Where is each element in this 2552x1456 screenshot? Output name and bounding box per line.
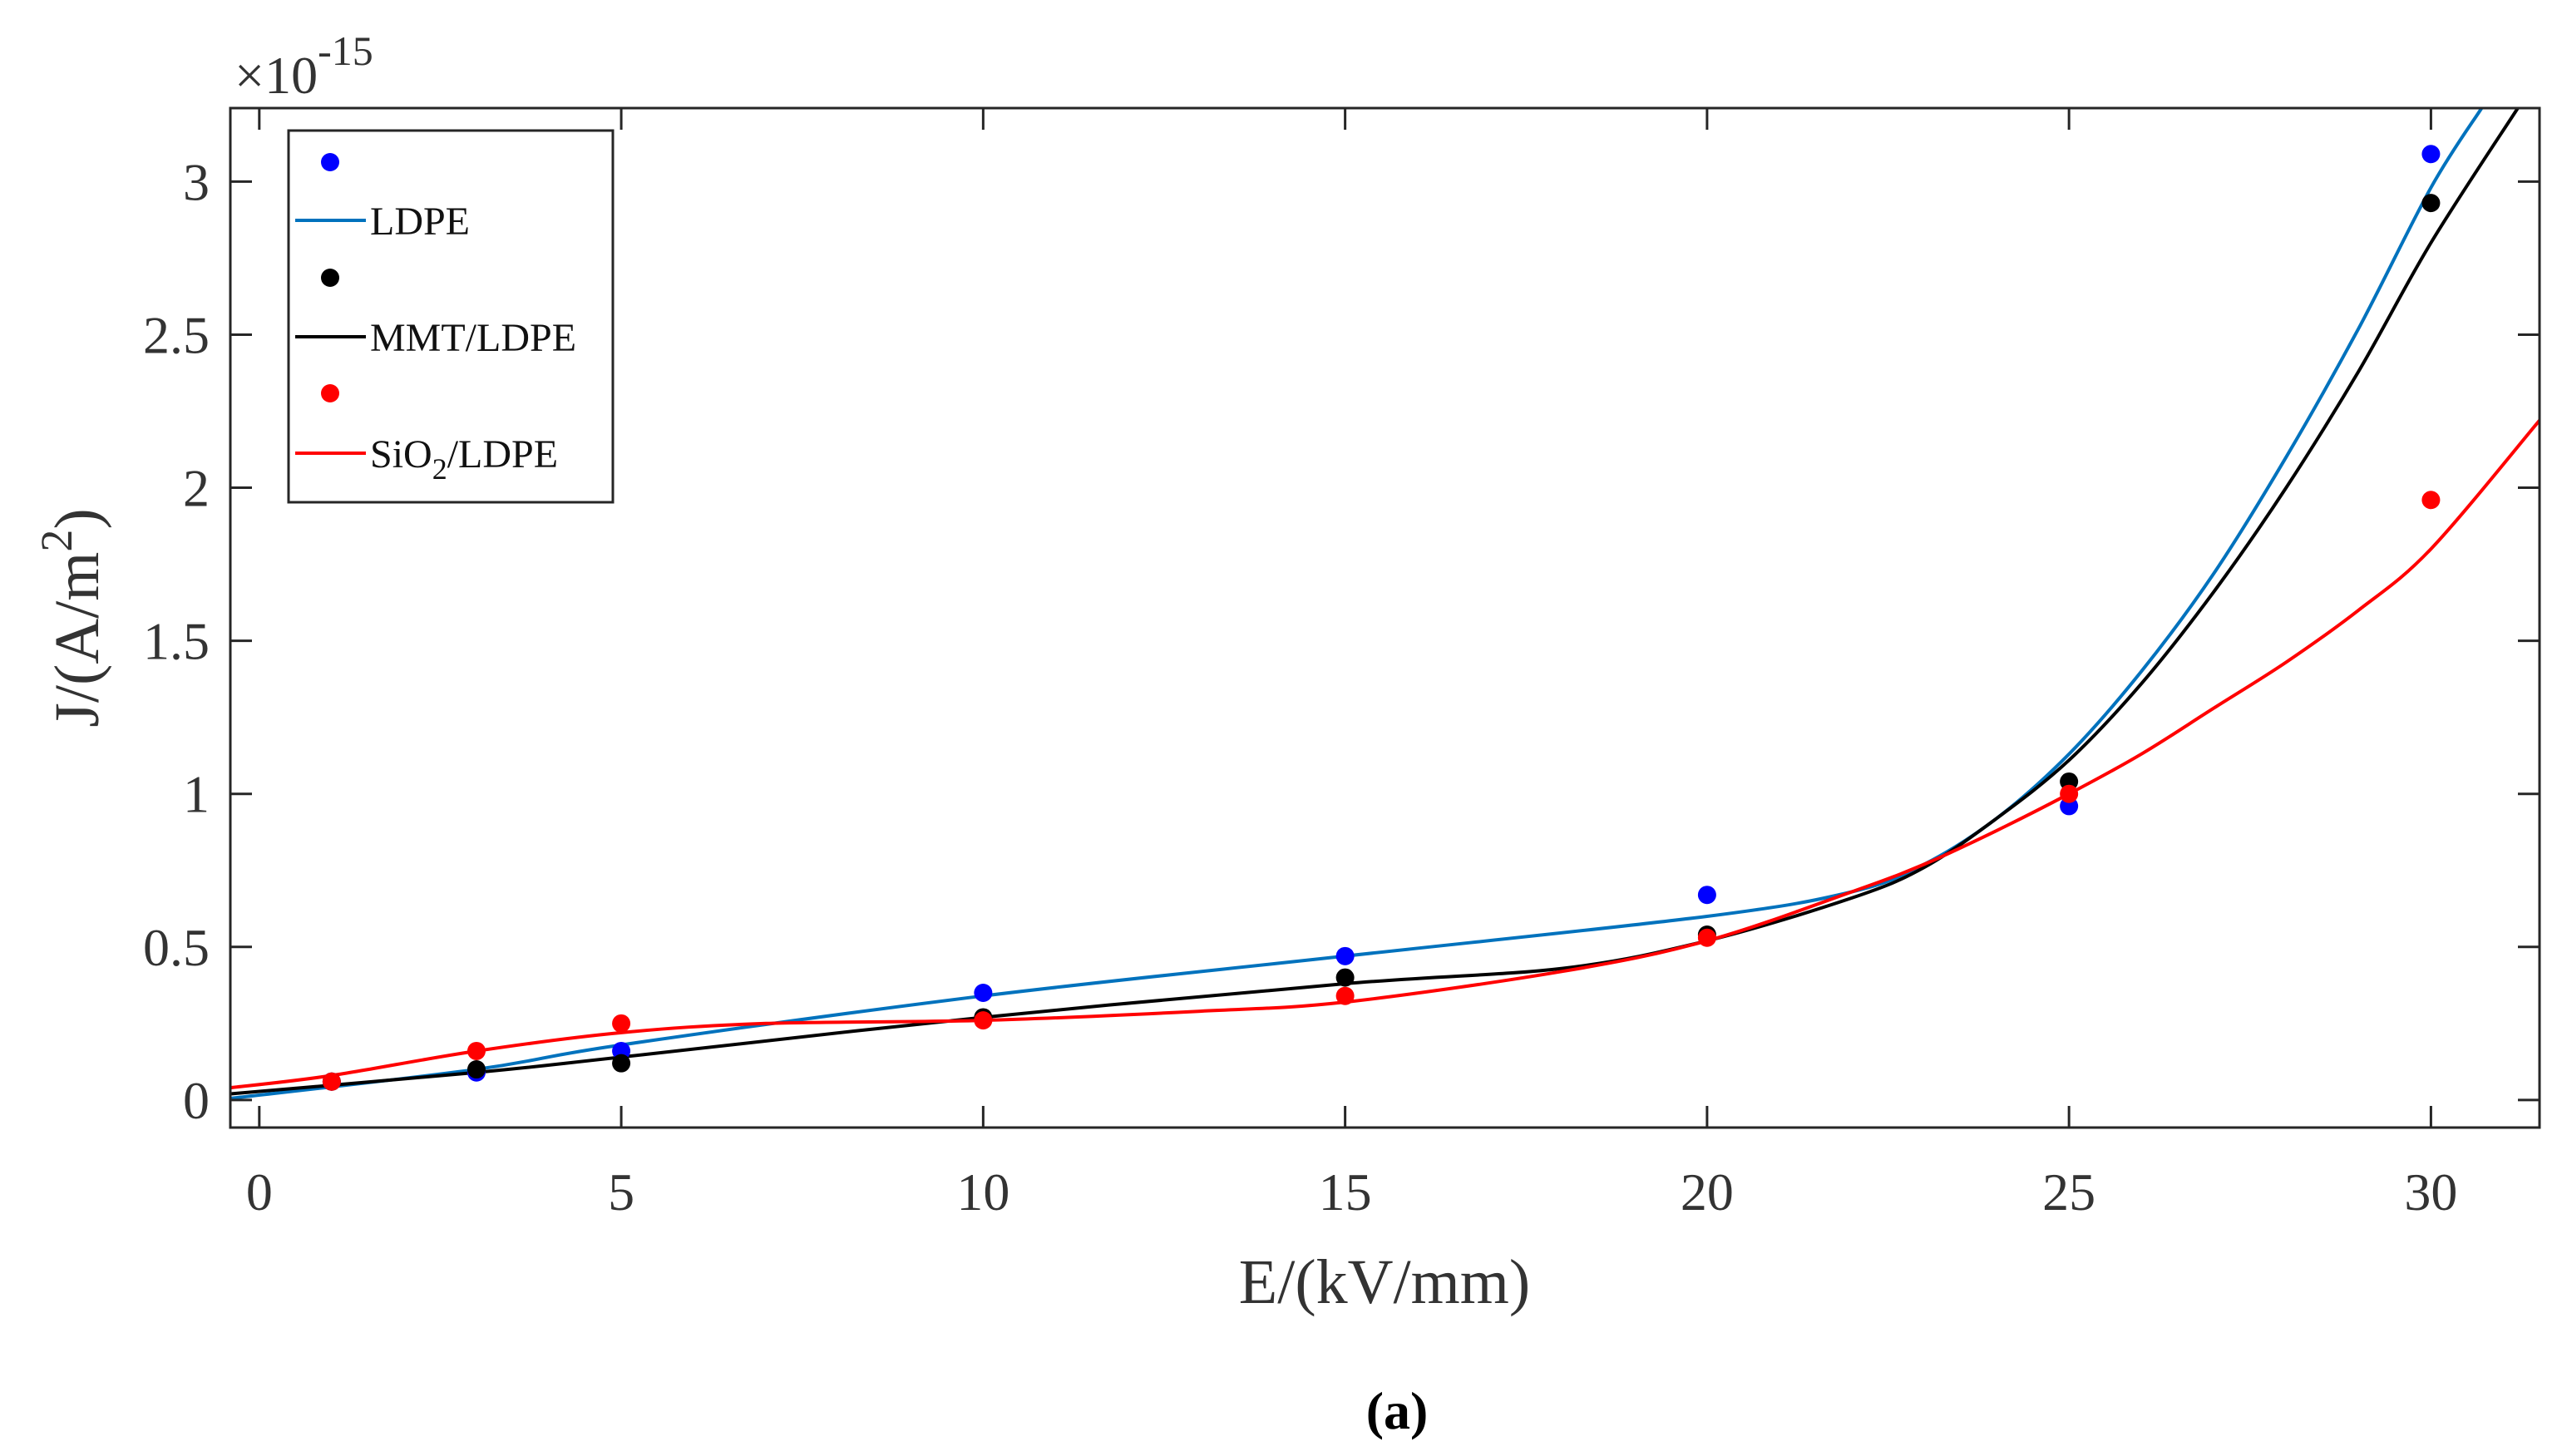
legend-label-mmt-ldpe: MMT/LDPE [370, 316, 576, 360]
legend-label-ldpe-main: LDPE [370, 200, 470, 244]
y-axis-title: J/(A/m2) [32, 508, 112, 727]
legend-marker-sio2-ldpe [321, 384, 339, 402]
data-point-sio2-ldpe [1335, 986, 1355, 1005]
legend-label-ldpe: LDPE [370, 200, 470, 244]
data-point-sio2-ldpe [322, 1072, 341, 1091]
data-point-mmt-ldpe [466, 1060, 486, 1079]
y-axis-title-main: J/(A/m [42, 552, 112, 728]
data-point-sio2-ldpe [1697, 928, 1716, 947]
data-point-sio2-ldpe [466, 1041, 486, 1060]
legend-label-mmt-ldpe-main: MMT/LDPE [370, 316, 576, 360]
data-point-mmt-ldpe [1335, 968, 1355, 987]
data-point-mmt-ldpe [2421, 194, 2441, 213]
legend-marker-ldpe [321, 153, 339, 171]
data-point-sio2-ldpe [2421, 491, 2441, 510]
axis-exponent-prefix: ×10 [234, 46, 318, 105]
y-axis: 0 0.5 1 1.5 2 2.5 3 [143, 152, 2540, 1130]
axis-exponent: ×10-15 [234, 27, 373, 105]
fit-curve-mmt-ldpe [230, 108, 2520, 1096]
y-tick-label: 2 [183, 459, 210, 518]
data-point-sio2-ldpe [2060, 784, 2079, 803]
plot-frame [229, 106, 2541, 1129]
y-tick-label: 2.5 [143, 305, 210, 364]
data-point-ldpe [1335, 946, 1355, 965]
data-point-ldpe [1697, 886, 1716, 905]
legend-label-sio2-ldpe-rest: /LDPE [447, 432, 558, 476]
figure-caption: (a) [1366, 1381, 1429, 1440]
legend-label-sio2-ldpe-sub: 2 [432, 452, 447, 486]
data-point-sio2-ldpe [974, 1011, 993, 1030]
y-tick-label: 3 [183, 152, 210, 211]
fit-curve-ldpe [230, 108, 2484, 1100]
data-markers [322, 145, 2441, 1091]
x-tick-label: 10 [956, 1162, 1009, 1222]
x-tick-label: 20 [1681, 1162, 1734, 1222]
x-tick-label: 5 [608, 1162, 634, 1222]
fit-curves [230, 108, 2540, 1100]
fit-curve-sio2-ldpe [230, 419, 2540, 1090]
data-point-sio2-ldpe [612, 1014, 631, 1033]
x-tick-label: 30 [2404, 1162, 2457, 1222]
x-tick-label: 25 [2042, 1162, 2095, 1222]
legend-label-sio2-ldpe: SiO2/LDPE [370, 432, 558, 486]
y-axis-title-end: ) [42, 508, 112, 529]
y-tick-label: 1.5 [143, 612, 210, 671]
y-tick-label: 0.5 [143, 918, 210, 977]
data-point-ldpe [2421, 145, 2441, 164]
plot-area [230, 108, 2540, 1128]
legend: LDPE MMT/LDPE SiO2/LDPE [287, 129, 615, 504]
x-tick-label: 0 [246, 1162, 273, 1222]
y-tick-label: 1 [183, 765, 210, 824]
x-axis-title: E/(kV/mm) [1239, 1247, 1530, 1317]
y-tick-label: 0 [183, 1071, 210, 1130]
axis-exponent-value: -15 [318, 27, 373, 74]
legend-label-sio2-ldpe-main: SiO [370, 432, 432, 476]
y-axis-title-sup: 2 [32, 530, 81, 552]
legend-marker-mmt-ldpe [321, 269, 339, 287]
x-tick-label: 15 [1319, 1162, 1372, 1222]
x-axis: 0 5 10 15 20 25 30 [246, 108, 2457, 1222]
legend-box [287, 129, 615, 504]
data-point-mmt-ldpe [612, 1054, 631, 1073]
data-point-ldpe [974, 984, 993, 1003]
